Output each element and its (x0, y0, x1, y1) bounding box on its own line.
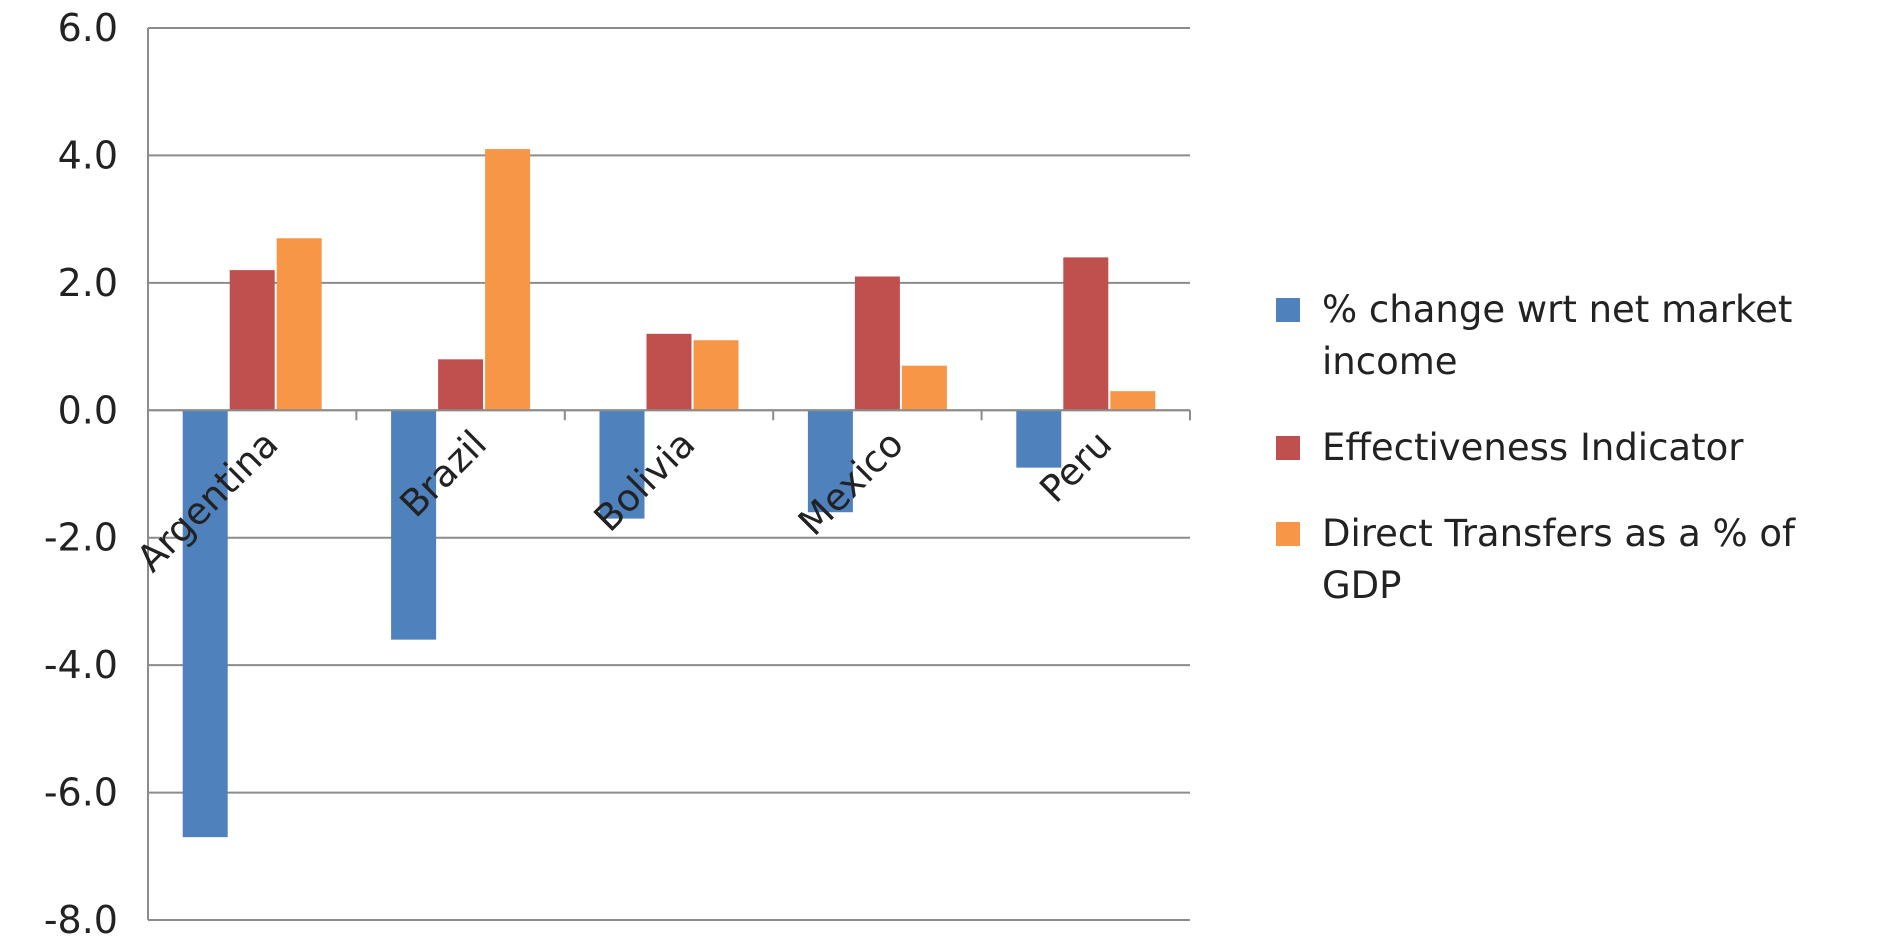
bar (1016, 410, 1062, 468)
bar (1063, 257, 1109, 411)
y-tick-label: 4.0 (58, 133, 118, 177)
y-tick-label: -8.0 (44, 898, 118, 936)
bar (901, 365, 947, 411)
y-tick-label: 6.0 (58, 6, 118, 50)
y-tick-label: -2.0 (44, 516, 118, 560)
bar (854, 276, 900, 411)
legend-label-effectiveness: Effectiveness Indicator (1322, 426, 1744, 469)
y-tick-label: 2.0 (58, 261, 118, 305)
y-tick-labels: 6.0 4.0 2.0 0.0 -2.0 -4.0 -6.0 -8.0 (44, 6, 118, 936)
legend-label-transfers: Direct Transfers as a % of GDP (1322, 512, 1796, 607)
bar (182, 410, 228, 838)
bar (1110, 391, 1156, 411)
bars (182, 149, 1156, 838)
bar (646, 333, 692, 411)
bar (391, 410, 437, 640)
bar (599, 410, 645, 519)
bar (229, 270, 275, 411)
legend-swatch-change (1276, 298, 1300, 322)
legend-item-change: % change wrt net market income (1276, 284, 1876, 388)
y-tick-label: -6.0 (44, 771, 118, 815)
legend: % change wrt net market income Effective… (1276, 284, 1876, 646)
y-tick-label: -4.0 (44, 643, 118, 687)
legend-swatch-effectiveness (1276, 436, 1300, 460)
bar (693, 340, 739, 411)
bar (485, 149, 531, 411)
legend-item-transfers: Direct Transfers as a % of GDP (1276, 508, 1876, 612)
bar (438, 359, 484, 411)
bar (276, 238, 322, 411)
legend-item-effectiveness: Effectiveness Indicator (1276, 422, 1876, 474)
axes (147, 28, 1191, 920)
legend-swatch-transfers (1276, 522, 1300, 546)
bar (807, 410, 853, 513)
legend-label-change: % change wrt net market income (1322, 288, 1793, 383)
y-tick-label: 0.0 (58, 388, 118, 432)
